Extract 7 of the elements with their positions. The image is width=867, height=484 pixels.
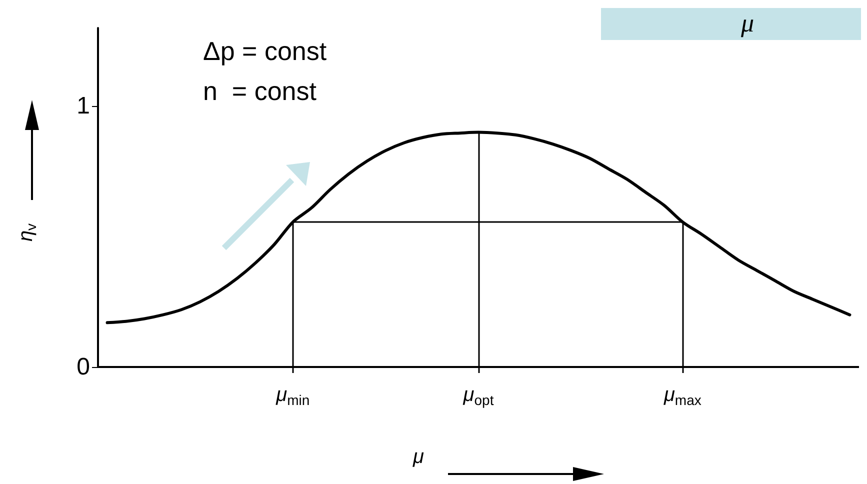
annotation: n = const (203, 76, 318, 106)
y-tick-label: 1 (76, 92, 90, 120)
y-tick-label: 0 (76, 354, 90, 380)
annotation: μ (740, 8, 754, 38)
x-axis-title: μ (412, 446, 424, 468)
y-axis-title: ηv (15, 223, 39, 242)
annotation: Δp = const (203, 36, 328, 66)
